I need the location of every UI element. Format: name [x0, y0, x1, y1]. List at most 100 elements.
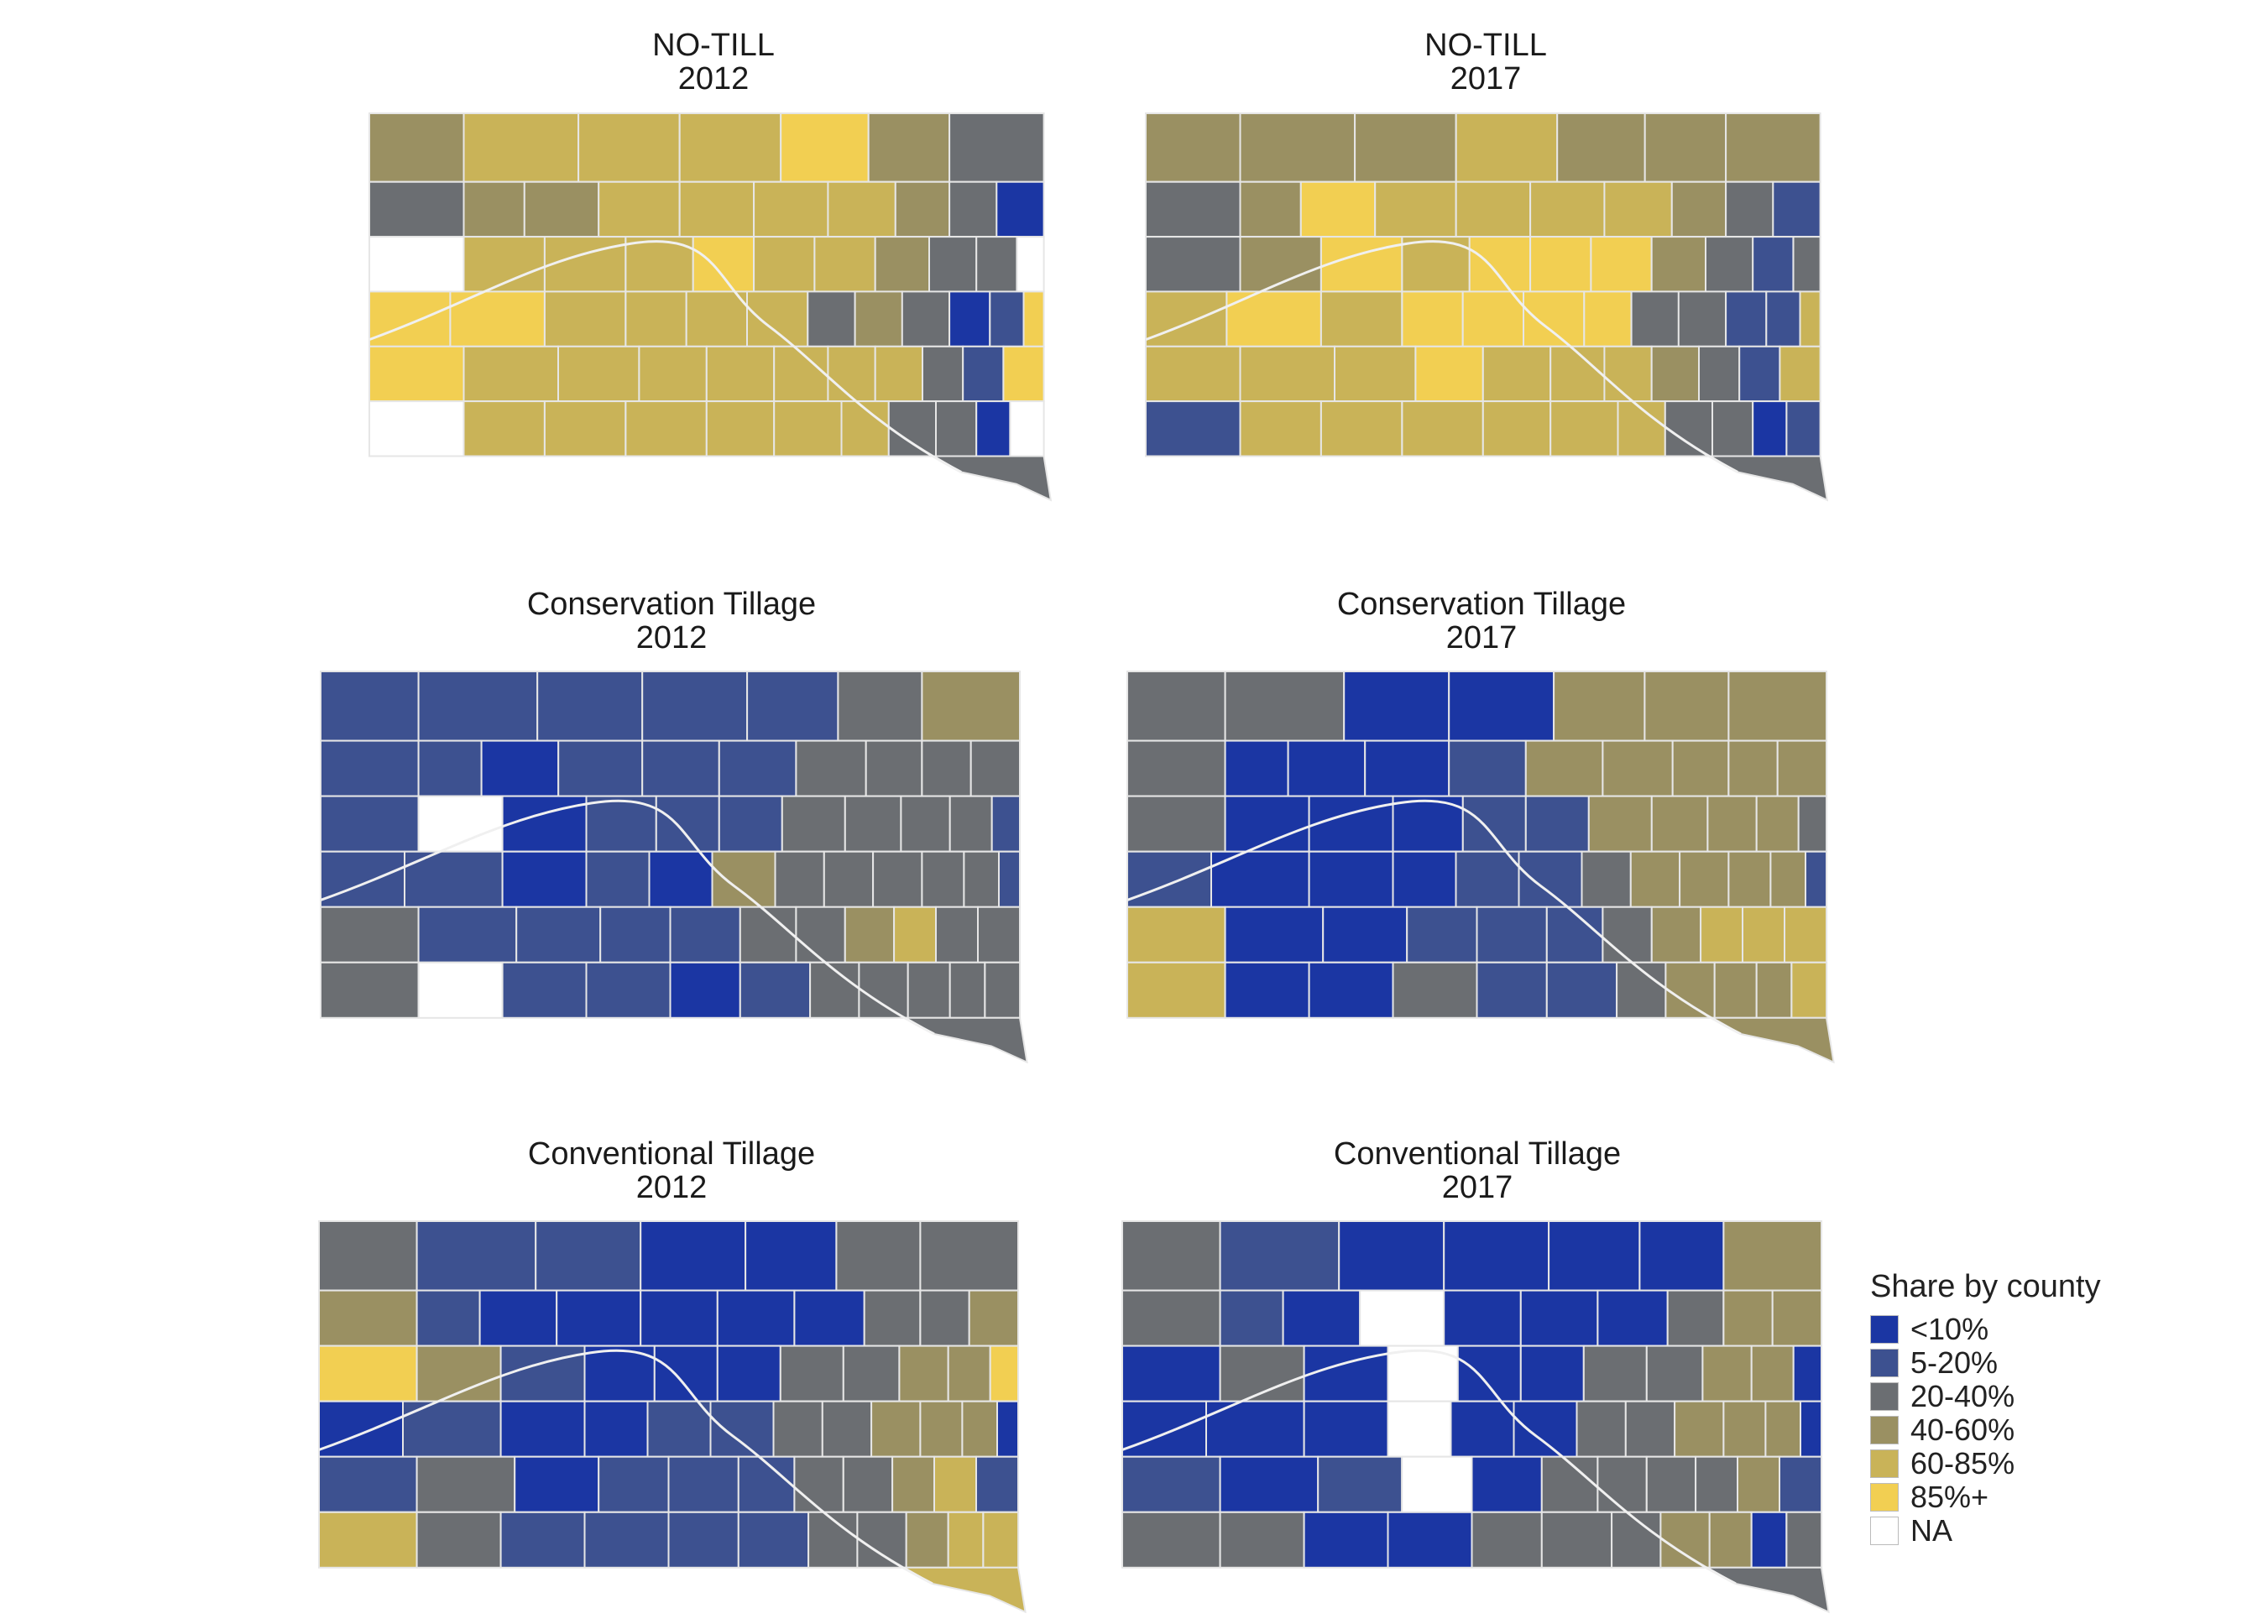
county-shape — [1611, 1511, 1662, 1569]
county-shape — [1126, 671, 1226, 742]
county-shape — [718, 795, 783, 853]
county-shape — [1455, 112, 1559, 183]
county-shape — [1468, 236, 1532, 293]
county-shape — [1792, 236, 1821, 293]
county-shape — [1320, 290, 1403, 347]
panel-title: Conservation Tillage 2012 — [453, 587, 890, 655]
county-shape — [1145, 400, 1241, 457]
county-shape — [745, 1220, 838, 1292]
county-shape — [844, 795, 902, 853]
county-shape — [1704, 1566, 1830, 1614]
county-shape — [1145, 345, 1241, 403]
county-shape — [1016, 236, 1045, 293]
county-shape — [996, 180, 1045, 238]
county-shape — [900, 795, 951, 853]
county-shape — [1121, 1289, 1221, 1347]
county-shape — [1364, 739, 1450, 797]
county-map-svg — [320, 671, 1028, 1064]
county-shape — [780, 112, 870, 183]
county-map-svg — [1121, 1220, 1830, 1614]
county-shape — [1401, 290, 1464, 347]
county-shape — [1482, 400, 1552, 457]
county-shape — [655, 795, 720, 853]
county-shape — [368, 180, 465, 238]
county-shape — [963, 850, 1001, 908]
county-shape — [1644, 112, 1727, 183]
county-shape — [737, 1511, 810, 1569]
county-shape — [318, 1345, 418, 1402]
county-shape — [872, 850, 923, 908]
county-shape — [901, 1566, 1027, 1614]
county-shape — [692, 236, 755, 293]
county-shape — [638, 345, 708, 403]
missouri-river-line — [320, 799, 935, 1036]
county-shape — [585, 850, 651, 908]
county-shape — [1771, 1289, 1823, 1347]
county-shape — [577, 112, 681, 183]
county-shape — [1553, 671, 1646, 742]
county-shape — [1461, 290, 1525, 347]
county-map — [1145, 112, 1834, 512]
county-shape — [1587, 795, 1653, 853]
county-shape — [1126, 850, 1212, 908]
county-shape — [1698, 345, 1741, 403]
county-shape — [1805, 850, 1827, 908]
county-shape — [415, 1511, 502, 1569]
county-shape — [1456, 1345, 1522, 1402]
county-shape — [737, 1455, 796, 1513]
county-shape — [641, 671, 749, 742]
legend-swatch — [1870, 1382, 1899, 1411]
county-shape — [462, 180, 525, 238]
county-shape — [1650, 345, 1701, 403]
panel-title-method: Conventional Tillage — [527, 1136, 816, 1172]
county-shape — [640, 1220, 747, 1292]
county-map-svg — [368, 112, 1053, 502]
county-shape — [1706, 455, 1829, 502]
county-shape — [867, 112, 951, 183]
county-shape — [773, 345, 829, 403]
county-shape — [598, 180, 681, 238]
county-shape — [935, 906, 979, 963]
county-shape — [1448, 739, 1527, 797]
county-shape — [928, 236, 978, 293]
legend-label: 5-20% — [1910, 1345, 1999, 1380]
county-shape — [640, 1289, 719, 1347]
panel-title: Conservation Tillage 2017 — [1263, 587, 1700, 655]
county-shape — [583, 1400, 649, 1458]
county-shape — [1624, 1400, 1676, 1458]
county-shape — [1674, 1400, 1725, 1458]
panel-title-year: 2017 — [1441, 1170, 1513, 1205]
county-shape — [1545, 906, 1604, 963]
county-shape — [870, 1400, 922, 1458]
county-shape — [499, 1400, 586, 1458]
county-shape — [1387, 1400, 1452, 1458]
county-shape — [793, 1289, 865, 1347]
county-shape — [1799, 290, 1821, 347]
county-shape — [1737, 1455, 1780, 1513]
county-shape — [1224, 906, 1325, 963]
legend-label: 85%+ — [1910, 1480, 1989, 1514]
county-shape — [415, 1289, 481, 1347]
county-shape — [1549, 345, 1606, 403]
county-shape — [1450, 1400, 1515, 1458]
county-shape — [1145, 290, 1228, 347]
county-shape — [480, 739, 560, 797]
county-shape — [827, 180, 896, 238]
county-shape — [921, 850, 965, 908]
county-shape — [478, 1289, 558, 1347]
county-shape — [1121, 1220, 1221, 1292]
county-shape — [1548, 1220, 1641, 1292]
county-shape — [919, 1220, 1020, 1292]
panel-title-year: 2012 — [635, 1170, 708, 1205]
county-shape — [318, 1511, 418, 1569]
county-shape — [1785, 1511, 1823, 1569]
county-shape — [858, 961, 909, 1019]
county-shape — [1343, 671, 1450, 742]
county-shape — [1529, 180, 1606, 238]
legend-label: 20-40% — [1910, 1379, 2015, 1413]
county-shape — [1121, 1511, 1221, 1569]
county-shape — [1596, 1455, 1648, 1513]
county-shape — [318, 1289, 418, 1347]
county-shape — [1126, 906, 1226, 963]
county-shape — [844, 906, 896, 963]
